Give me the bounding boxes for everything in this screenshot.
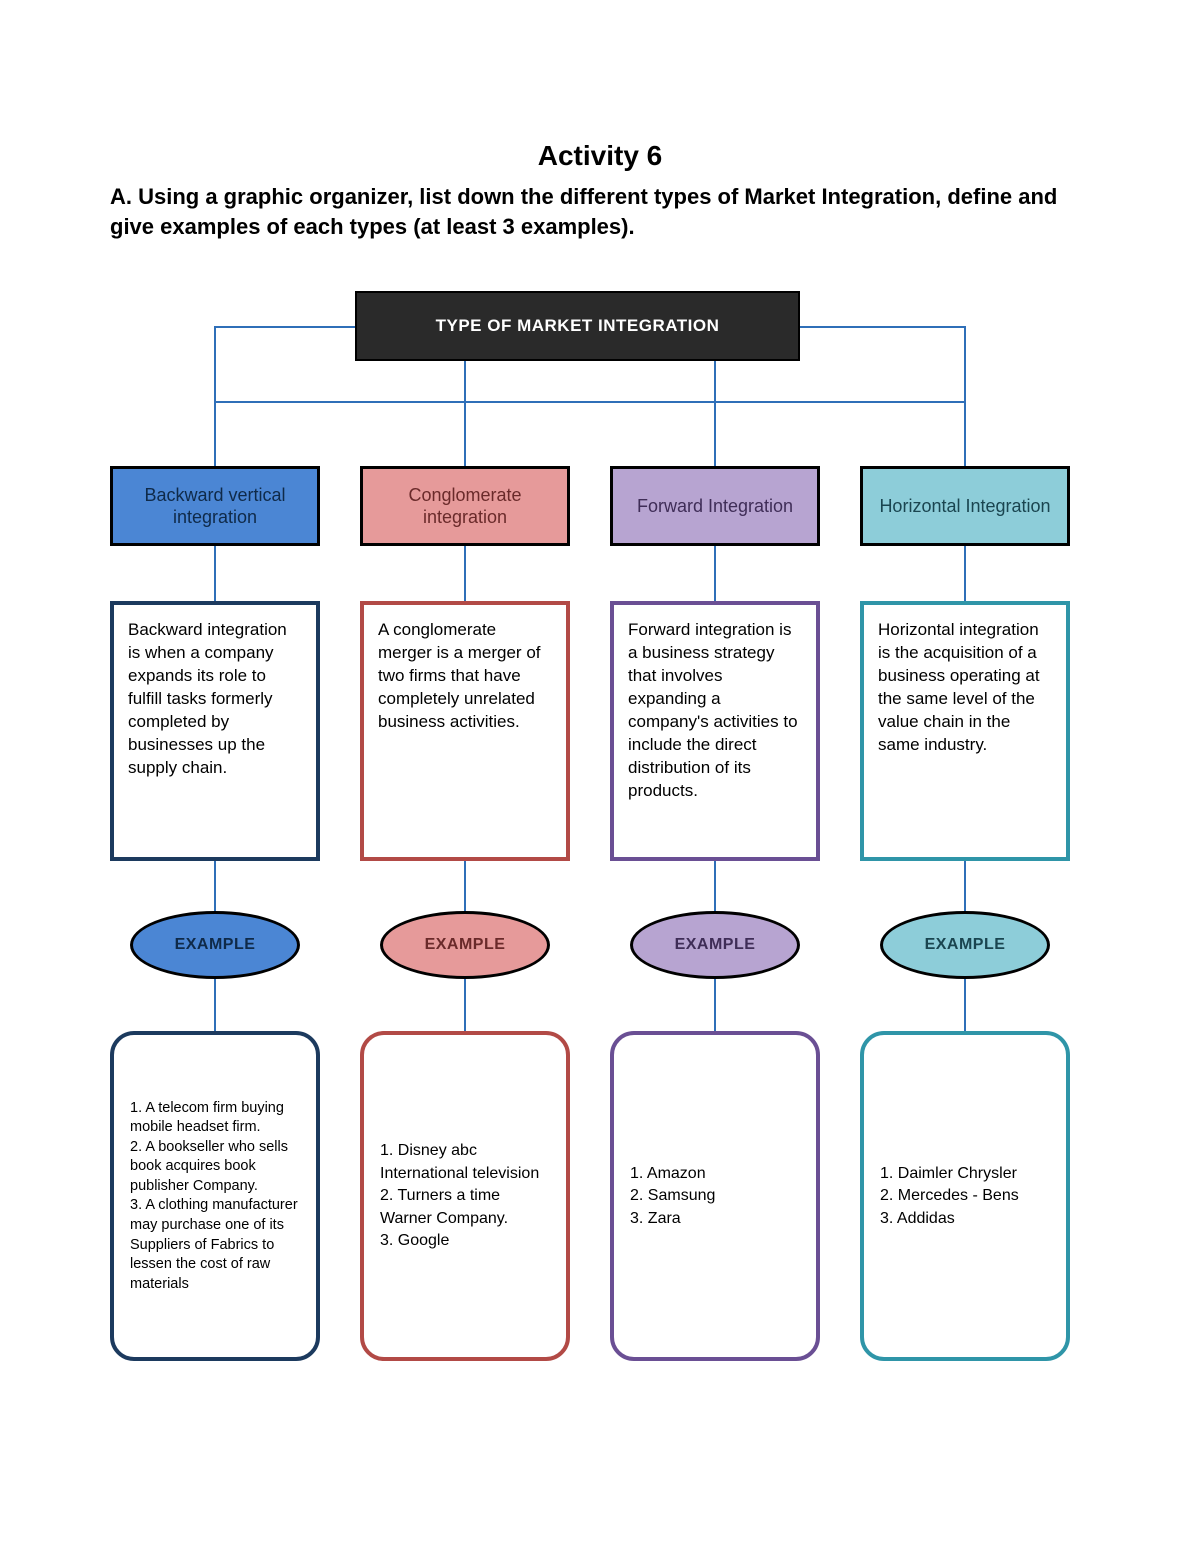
connector (464, 861, 466, 911)
connector (964, 401, 966, 466)
root-node: TYPE OF MARKET INTEGRATION (355, 291, 800, 361)
connector (215, 326, 355, 328)
connector (464, 979, 466, 1031)
category-header-conglomerate: Conglomerate integration (360, 466, 570, 546)
example-ellipse-forward: EXAMPLE (630, 911, 800, 979)
connector (464, 361, 466, 401)
category-header-backward: Backward vertical integration (110, 466, 320, 546)
connector (964, 546, 966, 601)
category-header-horizontal: Horizontal Integration (860, 466, 1070, 546)
page: Activity 6 A. Using a graphic organizer,… (0, 0, 1200, 1501)
connector (214, 546, 216, 601)
connector (714, 401, 716, 466)
definition-box-backward: Backward integration is when a company e… (110, 601, 320, 861)
example-ellipse-conglomerate: EXAMPLE (380, 911, 550, 979)
connector (214, 401, 216, 466)
connector (214, 861, 216, 911)
examples-box-forward: 1. Amazon2. Samsung3. Zara (610, 1031, 820, 1361)
connector (214, 979, 216, 1031)
diagram-canvas: TYPE OF MARKET INTEGRATION Backward vert… (110, 291, 1090, 1421)
connector (714, 361, 716, 401)
example-ellipse-backward: EXAMPLE (130, 911, 300, 979)
example-ellipse-horizontal: EXAMPLE (880, 911, 1050, 979)
root-label: TYPE OF MARKET INTEGRATION (436, 316, 720, 336)
connector (964, 861, 966, 911)
connector (714, 546, 716, 601)
page-title: Activity 6 (110, 140, 1090, 172)
definition-box-horizontal: Horizontal integration is the acquisitio… (860, 601, 1070, 861)
examples-box-backward: 1. A telecom firm buying mobile headset … (110, 1031, 320, 1361)
page-subtitle: A. Using a graphic organizer, list down … (110, 182, 1090, 241)
definition-box-forward: Forward integration is a business strate… (610, 601, 820, 861)
connector (714, 861, 716, 911)
examples-box-conglomerate: 1. Disney abc International television2.… (360, 1031, 570, 1361)
category-header-forward: Forward Integration (610, 466, 820, 546)
connector (964, 979, 966, 1031)
connector (964, 326, 966, 401)
connector (800, 326, 965, 328)
connector (214, 326, 216, 401)
connector (464, 546, 466, 601)
connector (714, 979, 716, 1031)
connector (464, 401, 466, 466)
examples-box-horizontal: 1. Daimler Chrysler2. Mercedes - Bens3. … (860, 1031, 1070, 1361)
definition-box-conglomerate: A conglomerate merger is a merger of two… (360, 601, 570, 861)
connector (215, 401, 965, 403)
